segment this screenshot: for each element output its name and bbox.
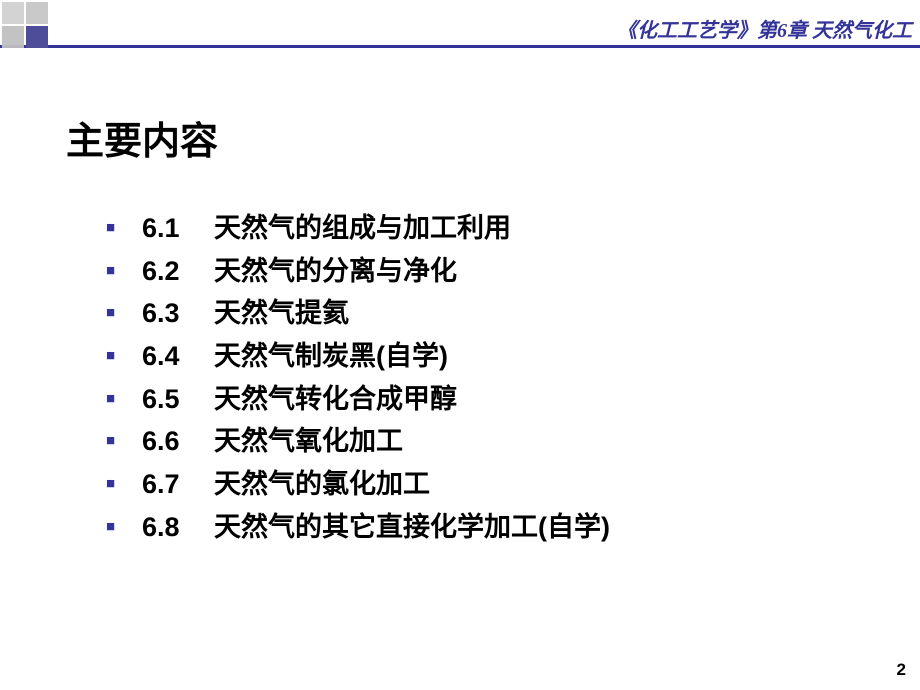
list-item: 6.5天然气转化合成甲醇 [106,378,920,421]
item-number: 6.2 [142,250,214,293]
item-text: 天然气转化合成甲醇 [214,384,457,414]
item-number: 6.5 [142,378,214,421]
toc-list: 6.1天然气的组成与加工利用 6.2天然气的分离与净化 6.3天然气提氦 6.4… [66,207,920,548]
deco-square [2,2,24,24]
slide-header: 《化工工艺学》第6章 天然气化工 [0,0,920,48]
deco-square [26,26,48,48]
item-number: 6.3 [142,292,214,335]
item-number: 6.6 [142,420,214,463]
item-text: 天然气氧化加工 [214,426,403,456]
item-text: 天然气的组成与加工利用 [214,213,511,243]
list-item: 6.6天然气氧化加工 [106,420,920,463]
list-item: 6.4天然气制炭黑(自学) [106,335,920,378]
slide-content: 主要内容 6.1天然气的组成与加工利用 6.2天然气的分离与净化 6.3天然气提… [0,48,920,548]
page-number: 2 [897,660,906,680]
list-item: 6.7天然气的氯化加工 [106,463,920,506]
breadcrumb: 《化工工艺学》第6章 天然气化工 [617,14,912,43]
item-number: 6.4 [142,335,214,378]
list-item: 6.8天然气的其它直接化学加工(自学) [106,506,920,549]
list-item: 6.3天然气提氦 [106,292,920,335]
item-number: 6.8 [142,506,214,549]
item-text: 天然气的分离与净化 [214,256,457,286]
item-text: 天然气提氦 [214,298,349,328]
item-number: 6.1 [142,207,214,250]
item-text: 天然气的其它直接化学加工(自学) [214,512,610,542]
list-item: 6.2天然气的分离与净化 [106,250,920,293]
deco-square [26,2,48,24]
item-number: 6.7 [142,463,214,506]
deco-square [2,26,24,48]
list-item: 6.1天然气的组成与加工利用 [106,207,920,250]
page-title: 主要内容 [66,110,920,165]
item-text: 天然气制炭黑(自学) [214,341,448,371]
item-text: 天然气的氯化加工 [214,469,430,499]
